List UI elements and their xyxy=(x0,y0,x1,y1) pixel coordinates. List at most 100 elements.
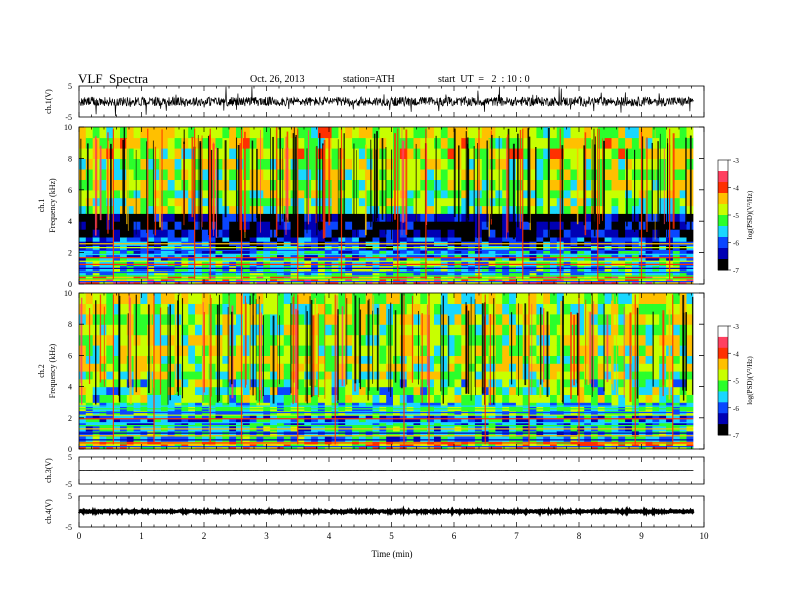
x-tick-label: 6 xyxy=(452,531,457,541)
spectrogram-cell xyxy=(242,276,251,280)
spectrogram-cell xyxy=(495,221,503,230)
spectrogram-cell xyxy=(413,378,421,388)
spectrogram-cell xyxy=(413,197,421,207)
spectrogram-cell xyxy=(672,213,681,222)
spectrogram-cell xyxy=(515,127,524,139)
spectrogram-cell xyxy=(263,303,271,315)
spectrogram-cell xyxy=(188,324,196,336)
spectrogram-cell xyxy=(550,229,558,238)
spectrogram-cell xyxy=(522,436,531,442)
spectrogram-cell xyxy=(79,378,87,388)
spectrogram-cell xyxy=(413,334,421,346)
spectrogram-cell xyxy=(106,402,114,407)
spectrogram-cell xyxy=(174,249,182,254)
spectrogram-cell xyxy=(283,363,292,372)
spectrogram-cell xyxy=(686,371,694,380)
spectrogram-cell xyxy=(611,278,619,282)
spectrogram-cell xyxy=(522,281,531,284)
spectrogram-cell xyxy=(181,276,189,280)
spectrogram-cell xyxy=(584,293,592,304)
spectrogram-cell xyxy=(242,422,251,427)
spectrogram-cell xyxy=(413,281,421,284)
spectrogram-cell xyxy=(591,436,599,442)
spectrogram-cell xyxy=(488,436,496,442)
spectrogram-cell xyxy=(147,147,155,159)
spectrogram-cell xyxy=(386,414,394,419)
spectrogram-cell xyxy=(167,205,176,214)
spectrogram-cell xyxy=(563,334,572,346)
spectrogram-cell xyxy=(208,303,217,315)
spectrogram-cell xyxy=(120,260,128,267)
spectrogram-cell xyxy=(215,179,223,191)
spectrogram-cell xyxy=(406,418,415,423)
spectrogram-cell xyxy=(154,443,162,447)
spectrogram-cell xyxy=(481,270,490,277)
spectrogram-cell xyxy=(290,256,298,262)
spectrogram-cell xyxy=(85,236,94,242)
spectrogram-cell xyxy=(659,278,667,282)
spectrogram-cell xyxy=(236,260,244,267)
spectrogram-cell xyxy=(420,324,428,336)
spectrogram-cell xyxy=(154,256,162,262)
spectrogram-cell xyxy=(236,249,244,254)
spectrogram-cell xyxy=(167,324,176,336)
spectrogram-cell xyxy=(106,270,114,277)
spectrogram-cell xyxy=(454,276,462,280)
spectrogram-cell xyxy=(317,394,326,403)
spectrogram-cell xyxy=(638,127,647,139)
spectrogram-cell xyxy=(317,253,326,258)
spectrogram-cell xyxy=(591,127,599,139)
spectrogram-cell xyxy=(174,414,182,419)
spectrogram-cell xyxy=(577,168,585,180)
spectrogram-cell xyxy=(283,293,292,304)
spectrogram-cell xyxy=(188,127,196,139)
spectrogram-cell xyxy=(454,443,462,447)
spectrogram-cell xyxy=(372,414,380,419)
spectrogram-cell xyxy=(529,345,537,356)
spectrogram-cell xyxy=(154,213,162,222)
spectrogram-cell xyxy=(645,197,653,207)
spectrogram-cell xyxy=(509,293,517,304)
spectrogram-cell xyxy=(372,363,380,372)
spectrogram-cell xyxy=(195,253,203,258)
spectrogram-cell xyxy=(154,303,162,315)
spectrogram-cell xyxy=(188,313,196,325)
spectrogram-cell xyxy=(393,236,401,242)
spectrogram-cell xyxy=(358,236,367,242)
spectrogram-cell xyxy=(584,158,592,170)
spectrogram-cell xyxy=(133,324,141,336)
spectrogram-cell xyxy=(113,394,121,403)
spectrogram-cell xyxy=(372,236,380,242)
spectrogram-cell xyxy=(509,418,517,423)
spectrogram-cell xyxy=(99,179,107,191)
spectrogram-cell xyxy=(263,324,271,336)
spectrogram-cell xyxy=(597,205,606,214)
spectrogram-cell xyxy=(236,443,244,447)
spectrogram-cell xyxy=(133,276,141,280)
spectrogram-cell xyxy=(154,378,162,388)
spectrogram-cell xyxy=(379,345,387,356)
spectrogram-cell xyxy=(317,189,326,199)
spectrogram-cell xyxy=(584,229,592,238)
spectrogram-cell xyxy=(358,276,367,280)
spectrogram-cell xyxy=(461,127,469,139)
spectrogram-cell xyxy=(201,137,210,149)
spectrogram-cell xyxy=(672,446,681,449)
spectrogram-cell xyxy=(120,355,128,364)
spectrogram-cell xyxy=(311,270,319,277)
spectrogram-cell xyxy=(167,260,176,267)
spectrogram-cell xyxy=(92,253,101,258)
spectrogram-cell xyxy=(474,293,483,304)
spectrogram-cell xyxy=(618,168,626,180)
spectrogram-cell xyxy=(120,402,128,407)
spectrogram-cell xyxy=(529,249,537,254)
spectrogram-cell xyxy=(577,221,585,230)
spectrogram-cell xyxy=(413,229,421,238)
spectrogram-cell xyxy=(160,281,169,284)
spectrogram-cell xyxy=(345,197,353,207)
spectrogram-cell xyxy=(597,179,606,191)
spectrogram-cell xyxy=(290,394,298,403)
spectrogram-cell xyxy=(79,168,87,180)
spectrogram-cell xyxy=(160,293,169,304)
